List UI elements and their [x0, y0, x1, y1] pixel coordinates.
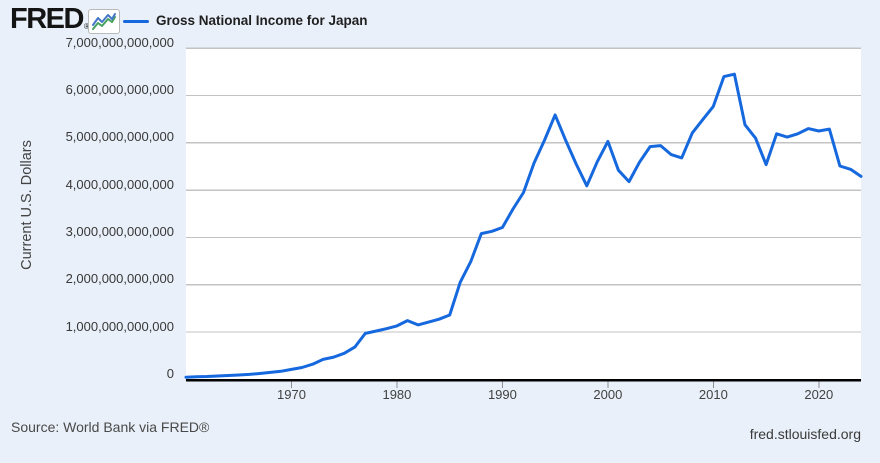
y-tick-label: 5,000,000,000,000	[65, 129, 174, 145]
plot-background	[186, 48, 861, 380]
y-tick-label: 2,000,000,000,000	[65, 271, 174, 287]
x-tick-label: 1970	[277, 387, 306, 402]
gni-japan-line-series	[184, 72, 863, 379]
y-tick-label: 0	[166, 365, 174, 381]
legend-line-swatch	[123, 19, 149, 23]
legend-series-label: Gross National Income for Japan	[156, 13, 368, 28]
y-tick-label: 6,000,000,000,000	[65, 82, 174, 97]
x-tick-label: 1990	[487, 387, 517, 402]
registered-trademark-icon: ®	[83, 22, 90, 31]
fred-logo: FRED®	[10, 3, 90, 36]
x-tick-label: 2010	[698, 387, 728, 402]
sparkline-chart-icon	[88, 9, 120, 34]
x-tick-label: 1980	[382, 387, 412, 402]
x-tick-label: 2000	[593, 387, 623, 402]
sparkline-green-line	[92, 16, 116, 30]
y-tick-label: 1,000,000,000,000	[65, 318, 174, 334]
x-axis-line	[186, 379, 861, 382]
x-tick-label: 2020	[804, 387, 834, 402]
y-tick-label: 7,000,000,000,000	[65, 34, 174, 50]
y-tick-label: 4,000,000,000,000	[65, 176, 174, 192]
fred-wordmark: FRED	[10, 3, 84, 35]
source-text: Source: World Bank via FRED®	[11, 419, 210, 435]
y-axis-labels: 0 1,000,000,000,000 2,000,000,000,000 3,000…	[0, 0, 174, 463]
sparkline-blue-line	[92, 13, 116, 26]
y-tick-label: 3,000,000,000,000	[65, 223, 174, 239]
site-url: fred.stlouisfed.org	[749, 426, 861, 442]
